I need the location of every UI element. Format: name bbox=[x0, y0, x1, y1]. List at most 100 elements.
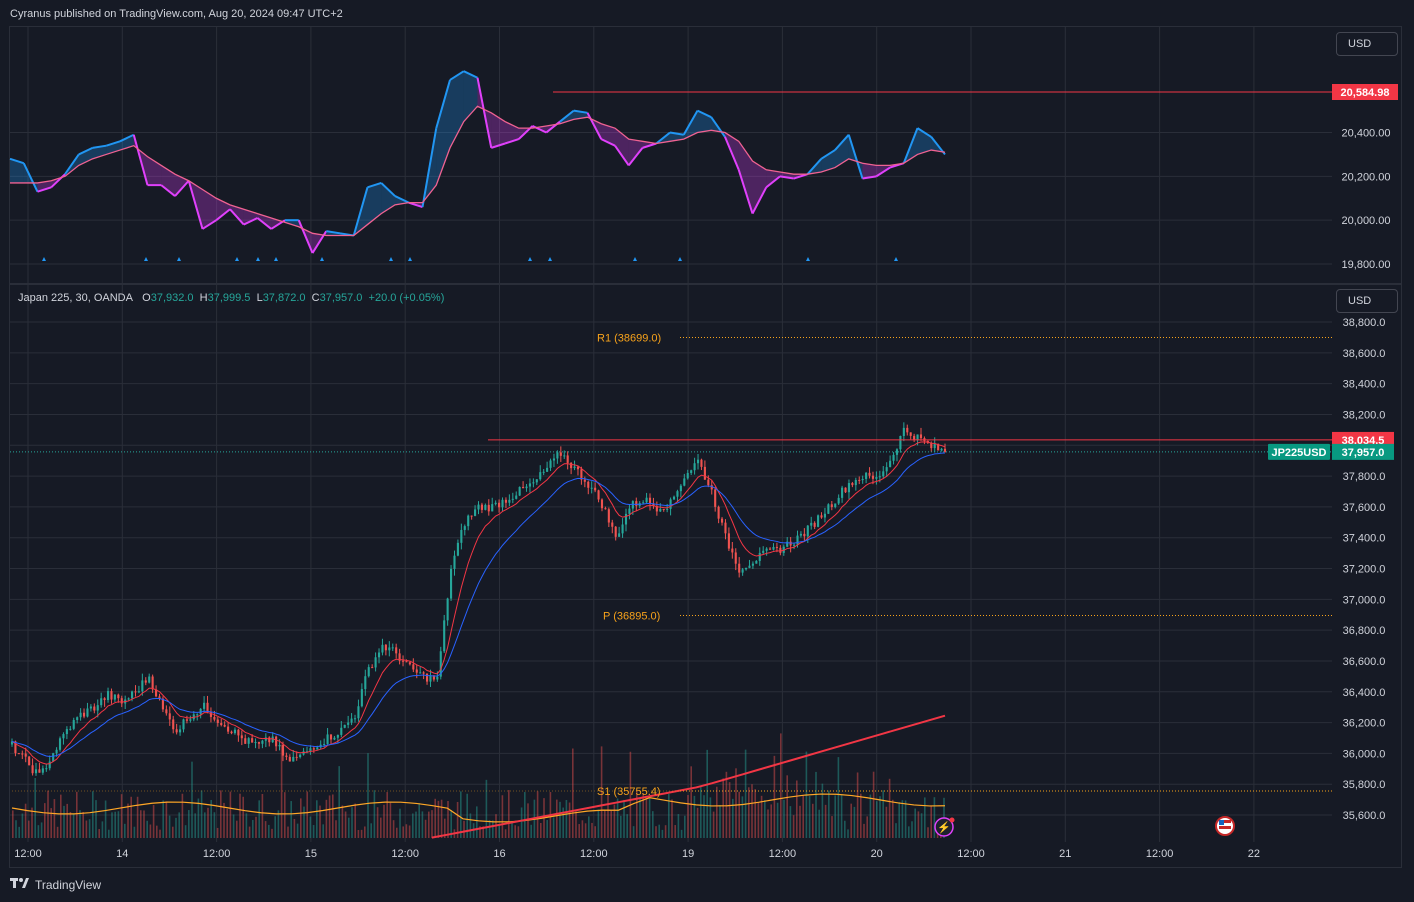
volume-bar bbox=[146, 821, 148, 838]
volume-bar bbox=[521, 807, 523, 838]
price-tick-label: 37,600.0 bbox=[1343, 502, 1386, 514]
volume-bar bbox=[844, 821, 846, 838]
candle-body bbox=[268, 737, 270, 742]
volume-bar bbox=[927, 827, 929, 838]
indicator-tick-label: 19,800.00 bbox=[1342, 259, 1391, 271]
volume-bar bbox=[930, 806, 932, 838]
volume-bar bbox=[898, 802, 900, 838]
candle-body bbox=[779, 548, 781, 553]
candle-body bbox=[814, 523, 816, 527]
volume-bar bbox=[879, 796, 881, 838]
volume-bar bbox=[335, 820, 337, 838]
candle-body bbox=[759, 553, 761, 561]
candle-body bbox=[224, 725, 226, 727]
candle-body bbox=[354, 718, 356, 719]
candle-body bbox=[676, 491, 678, 497]
volume-bar bbox=[390, 803, 392, 838]
candle-body bbox=[347, 723, 349, 725]
volume-bar bbox=[300, 798, 302, 838]
candle-body bbox=[498, 503, 500, 508]
candle-body bbox=[875, 477, 877, 479]
candle-body bbox=[429, 675, 431, 681]
volume-bar bbox=[694, 796, 696, 838]
volume-bar bbox=[294, 819, 296, 838]
candle-body bbox=[416, 669, 418, 672]
instrument-name: Japan 225, 30, OANDA bbox=[18, 292, 133, 304]
candle-body bbox=[820, 515, 822, 517]
volume-bar bbox=[706, 750, 708, 838]
candle-body bbox=[357, 706, 359, 718]
volume-bar bbox=[166, 801, 168, 838]
candle-body bbox=[941, 449, 943, 451]
candle-body bbox=[573, 467, 575, 469]
signal-marker bbox=[274, 257, 278, 261]
volume-bar bbox=[722, 778, 724, 838]
volume-bar bbox=[514, 825, 516, 838]
volume-bar bbox=[150, 825, 152, 838]
candle-body bbox=[519, 487, 521, 496]
volume-bar bbox=[201, 790, 203, 838]
footer-brand[interactable]: TradingView bbox=[10, 877, 101, 892]
candle-body bbox=[76, 717, 78, 720]
volume-bar bbox=[687, 795, 689, 838]
volume-bar bbox=[386, 792, 388, 838]
candle-body bbox=[66, 729, 68, 734]
candle-body bbox=[731, 549, 733, 553]
volume-bar bbox=[38, 825, 40, 838]
volume-bar bbox=[434, 799, 436, 838]
candle-body bbox=[553, 458, 555, 460]
volume-bar bbox=[370, 823, 372, 838]
candle-body bbox=[625, 514, 627, 525]
volume-bar bbox=[892, 800, 894, 838]
volume-bar bbox=[54, 799, 56, 838]
volume-bar bbox=[815, 772, 817, 838]
candle-body bbox=[104, 698, 106, 700]
volume-bar bbox=[751, 784, 753, 838]
candle-body bbox=[618, 533, 620, 536]
volume-bar bbox=[623, 800, 625, 838]
candle-body bbox=[141, 680, 143, 691]
volume-bar bbox=[367, 753, 369, 838]
volume-bar bbox=[911, 821, 913, 838]
volume-bar bbox=[588, 816, 590, 838]
volume-bar bbox=[690, 766, 692, 838]
candle-body bbox=[333, 738, 335, 740]
candle-body bbox=[464, 526, 466, 530]
candle-body bbox=[858, 480, 860, 481]
volume-bar bbox=[268, 825, 270, 838]
volume-bar bbox=[921, 813, 923, 838]
volume-bar bbox=[470, 813, 472, 838]
volume-bar bbox=[873, 772, 875, 838]
indicator-fill bbox=[491, 113, 505, 148]
candle-body bbox=[724, 523, 726, 534]
volume-bar bbox=[882, 790, 884, 838]
volume-bar bbox=[25, 804, 27, 838]
price-currency-button[interactable]: USD bbox=[1336, 289, 1398, 313]
volume-bar bbox=[585, 823, 587, 838]
volume-ma-line bbox=[12, 794, 945, 822]
volume-bar bbox=[47, 791, 49, 838]
volume-bar bbox=[774, 756, 776, 838]
candle-body bbox=[817, 515, 819, 527]
volume-bar bbox=[310, 817, 312, 838]
volume-bar bbox=[220, 790, 222, 838]
time-tick-label: 12:00 bbox=[391, 848, 419, 860]
candle-body bbox=[488, 505, 490, 511]
candle-body bbox=[611, 523, 613, 527]
volume-bar bbox=[121, 794, 123, 838]
brand-name: TradingView bbox=[35, 878, 101, 892]
volume-bar bbox=[178, 812, 180, 838]
volume-bar bbox=[726, 772, 728, 838]
candle-body bbox=[563, 455, 565, 456]
candle-body bbox=[35, 769, 37, 773]
candle-body bbox=[748, 566, 750, 568]
indicator-currency-button[interactable]: USD bbox=[1336, 32, 1398, 56]
volume-bar bbox=[735, 768, 737, 838]
volume-bar bbox=[662, 830, 664, 838]
volume-bar bbox=[354, 804, 356, 838]
volume-bar bbox=[383, 805, 385, 838]
volume-bar bbox=[546, 820, 548, 838]
candle-body bbox=[831, 504, 833, 507]
candle-body bbox=[899, 436, 901, 449]
